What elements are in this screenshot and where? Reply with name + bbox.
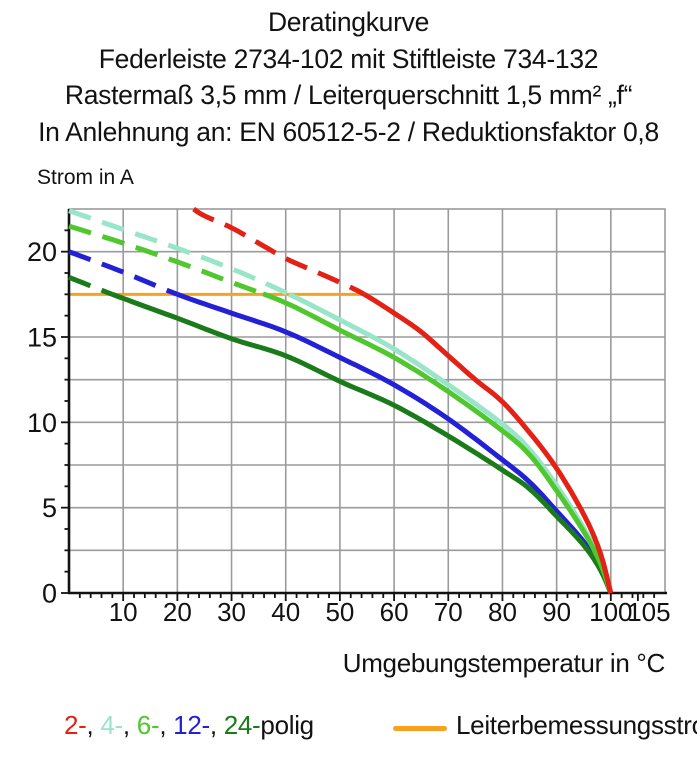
y-tick-labels: 0 5 10 15 20 (27, 237, 57, 608)
y-tick-label: 15 (27, 323, 57, 353)
x-tick-label: 100 (589, 597, 632, 627)
legend-poles-suffix: polig (260, 710, 314, 740)
legend-separator: , (86, 710, 101, 740)
chart-subtitle-2: Rastermaß 3,5 mm / Leiterquerschnitt 1,5… (64, 80, 633, 110)
x-tick-label: 20 (163, 597, 192, 627)
curve-solid-segment (111, 291, 614, 595)
curve-dashed-segment (68, 249, 179, 297)
x-tick-label: 40 (271, 597, 300, 627)
y-tick-label: 5 (42, 493, 57, 523)
legend-pole-2-polig: 2- (64, 710, 87, 740)
curve-2-polig (191, 206, 614, 594)
axis-ticks (61, 229, 656, 601)
chart-title: Deratingkurve (267, 7, 430, 37)
x-tick-label: 30 (217, 597, 246, 627)
x-axis-title: Umgebungstemperatur in °C (342, 648, 666, 678)
rated-line-label: Leiterbemessungsstrom (456, 710, 697, 740)
y-axis-title: Strom in A (37, 166, 134, 189)
title-block: Deratingkurve Federleiste 2734-102 mit S… (0, 4, 697, 150)
legend-pole-12-polig: 12- (173, 710, 210, 740)
curve-dashed-segment (68, 274, 114, 297)
chart-subtitle-1: Federleiste 2734-102 mit Stiftleiste 734… (98, 43, 599, 74)
curve-24-polig (68, 274, 614, 595)
x-tick-label: 60 (380, 597, 409, 627)
x-tick-label: 105 (627, 597, 670, 627)
legend-separator: , (122, 710, 137, 740)
legend-separator: , (159, 710, 174, 740)
legend-pole-6-polig: 6- (136, 710, 160, 740)
legend-pole-24-polig: 24- (223, 710, 261, 740)
rated-line-swatch (393, 726, 447, 731)
legend-separator: , (209, 710, 224, 740)
curve-solid-segment (363, 292, 614, 594)
x-tick-label: 50 (325, 597, 354, 627)
curve-dashed-segment (68, 223, 264, 297)
x-tick-label: 10 (109, 597, 138, 627)
y-tick-label: 10 (27, 408, 57, 438)
y-tick-label: 20 (27, 237, 57, 267)
curve-dashed-segment (191, 206, 366, 297)
x-tick-label: 90 (542, 597, 571, 627)
legend-pole-4-polig: 4- (100, 710, 123, 740)
curve-solid-segment (261, 291, 614, 594)
y-tick-label: 0 (42, 579, 57, 609)
curve-6-polig (68, 223, 614, 594)
x-tick-label: 70 (434, 597, 463, 627)
curve-solid-segment (287, 291, 614, 594)
curve-dashed-segment (68, 208, 291, 297)
x-tick-label: 80 (488, 597, 517, 627)
legend-poles: 2-, 4-, 6-, 12-, 24- (64, 710, 261, 740)
legend-poles-line: 2-, 4-, 6-, 12-, 24-polig (64, 710, 314, 741)
chart-subtitle-3: In Anlehnung an: EN 60512-5-2 / Reduktio… (38, 116, 659, 147)
